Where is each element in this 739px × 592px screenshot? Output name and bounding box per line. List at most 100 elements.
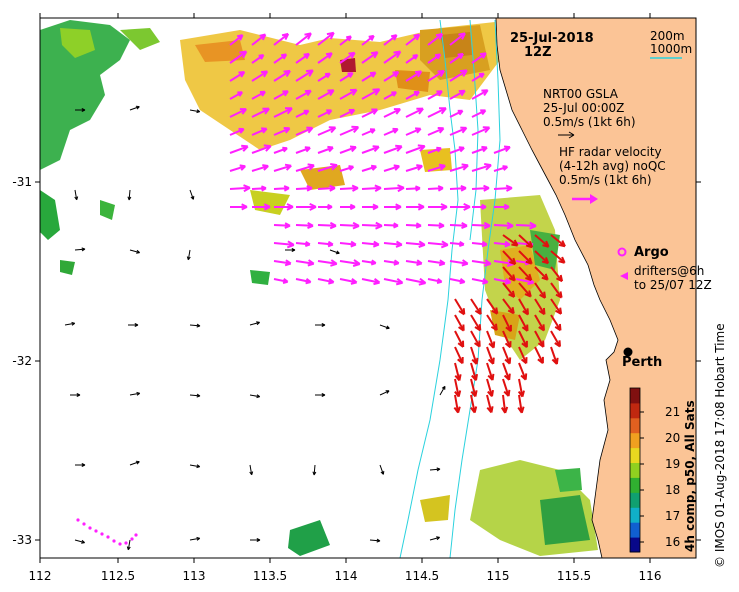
radar-fast-arrow	[502, 378, 511, 397]
radar-arrow	[493, 278, 512, 285]
perth-marker-icon	[623, 347, 633, 357]
gsla-key-arrow	[558, 131, 575, 139]
drifter-track	[76, 518, 138, 546]
radar-fast-arrow	[534, 266, 549, 281]
gsla-arrow	[429, 536, 441, 541]
radar-arrow	[405, 33, 421, 46]
colorbar-tick: 21	[665, 405, 680, 419]
radar-fast-arrow	[502, 282, 516, 298]
radar-arrow	[493, 184, 513, 192]
radar-arrow	[295, 126, 314, 136]
radar-arrow	[251, 90, 266, 100]
radar-arrow	[427, 163, 446, 172]
radar-arrow	[405, 90, 420, 100]
colorbar-swatch	[630, 447, 640, 463]
radar-arrow	[295, 222, 314, 230]
radar-arrow	[229, 108, 247, 118]
radar-arrow	[449, 69, 468, 82]
radar-arrow	[339, 145, 357, 154]
radar-arrow	[449, 240, 465, 248]
radar-legend-line1: HF radar velocity	[559, 145, 662, 159]
radar-arrow	[317, 184, 336, 192]
colorbar-swatch	[630, 537, 640, 553]
radar-arrow	[383, 50, 402, 64]
gsla-arrow	[127, 189, 132, 201]
radar-fast-arrow	[454, 378, 462, 398]
y-axis	[35, 181, 701, 541]
colorbar-swatch	[630, 432, 640, 449]
gsla-arrow	[189, 393, 201, 398]
radar-arrow	[361, 259, 377, 266]
x-tick-label: 112	[29, 569, 52, 583]
radar-arrow	[229, 34, 244, 46]
radar-arrow	[295, 259, 315, 267]
y-tick-label: -33	[12, 533, 32, 547]
radar-arrow	[251, 107, 270, 118]
radar-fast-arrow	[550, 314, 562, 332]
radar-arrow	[471, 278, 489, 285]
radar-fast-arrow	[486, 330, 496, 349]
colorbar-tick: 18	[665, 483, 680, 497]
radar-arrow	[405, 259, 423, 266]
colorbar-label: 4h comp, p50, All Sats	[683, 400, 697, 552]
y-tick-label: -31	[12, 175, 32, 189]
radar-arrow	[361, 221, 383, 230]
radar-arrow	[405, 164, 423, 172]
radar-fast-arrow	[486, 298, 499, 315]
argo-marker-icon	[617, 247, 627, 257]
radar-arrow	[427, 240, 449, 249]
gsla-arrow	[128, 323, 139, 327]
gsla-arrow	[186, 249, 191, 261]
radar-arrow	[405, 54, 419, 64]
x-tick-label: 114	[335, 569, 358, 583]
radar-arrow	[251, 185, 267, 192]
gsla-arrow	[189, 323, 201, 328]
radar-fast-arrow	[470, 346, 479, 365]
radar-arrow	[471, 72, 485, 82]
gsla-arrow	[379, 324, 390, 330]
radar-fast-arrow	[470, 362, 478, 381]
radar-arrow	[383, 108, 401, 118]
radar-fast-arrow	[502, 362, 511, 381]
gsla-arrow	[379, 390, 390, 396]
radar-arrow	[317, 278, 335, 285]
x-axis	[39, 13, 651, 563]
radar-arrow	[361, 51, 379, 64]
radar-arrow	[471, 109, 487, 118]
radar-fast-arrow	[486, 362, 495, 381]
radar-arrow	[317, 52, 333, 64]
drifters-legend-line2: to 25/07 12Z	[634, 278, 712, 292]
radar-arrow	[427, 69, 445, 82]
radar-fast-arrow	[534, 346, 544, 364]
radar-arrow	[471, 259, 492, 267]
radar-arrow	[493, 203, 510, 211]
x-tick-label: 113	[183, 569, 206, 583]
radar-arrow	[229, 184, 251, 193]
radar-arrow	[339, 108, 356, 118]
gsla-arrow	[126, 539, 131, 551]
radar-arrow	[339, 88, 358, 100]
radar-arrow	[361, 203, 379, 211]
radar-arrow	[229, 50, 248, 64]
gsla-arrow	[70, 393, 81, 397]
radar-arrow	[251, 54, 265, 64]
radar-arrow	[317, 89, 335, 100]
gsla-arrow	[129, 391, 141, 396]
argo-label: Argo	[634, 245, 669, 260]
radar-arrow	[471, 184, 490, 192]
radar-arrow	[405, 70, 423, 82]
colorbar-swatch	[630, 402, 640, 419]
perth-label: Perth	[622, 355, 662, 370]
radar-arrow	[361, 88, 381, 100]
radar-arrow	[339, 35, 352, 46]
radar-arrow	[471, 203, 487, 210]
radar-arrow	[273, 278, 289, 284]
radar-arrow	[295, 89, 312, 100]
gsla-arrow	[74, 247, 86, 252]
gsla-legend-line3: 0.5m/s (1kt 6h)	[543, 115, 636, 129]
gsla-arrow	[249, 321, 261, 326]
radar-arrow	[383, 127, 399, 136]
colorbar-swatch	[630, 522, 640, 538]
gsla-arrow	[74, 539, 86, 544]
